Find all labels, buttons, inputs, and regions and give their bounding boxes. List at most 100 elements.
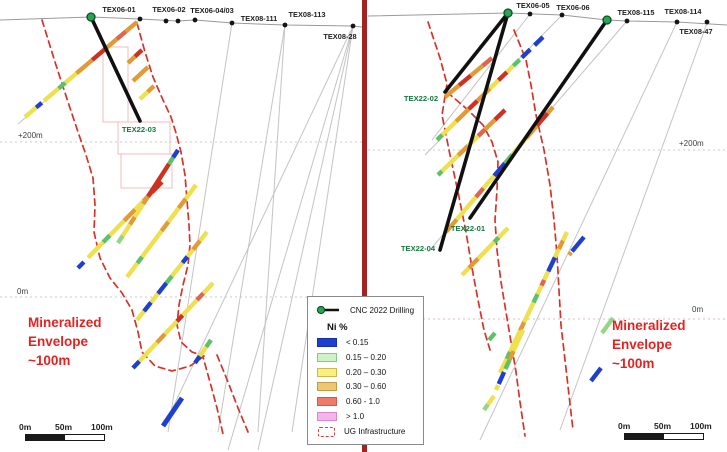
right-assay-interval	[474, 186, 486, 199]
right-collar-label: TEX06-06	[556, 3, 589, 12]
scalebar-label: 100m	[91, 422, 113, 432]
right-mineralized-envelope-outline	[446, 91, 526, 437]
left-assay-interval	[197, 345, 209, 358]
right-assay-interval	[522, 301, 536, 324]
left-assay-interval	[23, 105, 38, 119]
right-cnc-drillhole	[443, 11, 510, 94]
right-collar-dot	[704, 19, 710, 25]
left-assay-interval	[175, 313, 185, 323]
annotation-line: Envelope	[612, 336, 673, 352]
ni-swatch-lt015	[317, 337, 337, 347]
right-assay-interval	[589, 366, 603, 383]
left-elevation-label: 0m	[17, 287, 28, 296]
left-assay-interval	[160, 396, 185, 428]
ni-swatch-015-020	[317, 352, 337, 362]
legend-item-label: 0.60 - 1.0	[346, 397, 380, 407]
right-assay-interval	[435, 133, 444, 142]
left-assay-interval	[108, 219, 126, 237]
legend-ni-header: Ni %	[327, 321, 348, 333]
right-cnc-collar-dot	[602, 15, 612, 25]
scalebar-label: 0m	[19, 422, 32, 432]
left-assay-interval	[141, 195, 150, 206]
right-assay-interval	[496, 70, 509, 82]
right-assay-interval	[539, 278, 547, 287]
ni-swatch-gt10	[317, 412, 337, 422]
left-collar-label: TEX06-02	[152, 5, 185, 14]
right-assay-interval	[493, 384, 501, 391]
right-assay-interval	[454, 107, 471, 124]
legend-ug-label: UG Infrastructure	[344, 427, 406, 437]
right-mineralized-envelope-outline	[427, 21, 491, 351]
annotation-line: Mineralized	[612, 318, 686, 333]
right-assay-interval	[567, 250, 573, 257]
right-assay-interval	[492, 235, 501, 244]
ni-swatch-030-060	[317, 382, 337, 392]
right-assay-interval	[532, 35, 545, 47]
left-collar-dot	[282, 22, 288, 28]
left-assay-interval	[124, 20, 139, 34]
left-assay-interval	[116, 234, 125, 245]
left-assay-interval	[138, 90, 150, 101]
left-assay-interval	[180, 298, 199, 317]
left-assay-interval	[204, 338, 213, 349]
left-drillhole-trace	[291, 25, 354, 433]
left-assay-interval	[76, 260, 86, 270]
right-assay-interval	[504, 350, 513, 360]
left-assay-interval	[164, 274, 174, 285]
left-drillhole-trace	[257, 24, 286, 433]
left-assay-interval	[122, 207, 137, 223]
mineralized-envelope-annotation-left: Mineralized Envelope ~100m	[28, 314, 102, 371]
right-collar-dot	[674, 19, 680, 25]
left-assay-interval	[63, 71, 78, 85]
scalebar-right: 0m 50m 100m	[618, 421, 712, 445]
right-drillhole-trace	[479, 21, 678, 441]
right-assay-interval	[482, 403, 490, 412]
left-assay-interval	[133, 48, 144, 59]
ni-swatch-060-10	[317, 397, 337, 407]
panel-divider	[362, 0, 367, 452]
legend-cnc-label: CNC 2022 Drilling	[350, 305, 415, 315]
right-assay-interval	[600, 316, 615, 335]
left-assay-interval	[42, 86, 61, 103]
left-assay-interval	[75, 58, 94, 75]
left-collar-dot	[192, 17, 198, 23]
right-assay-interval	[493, 108, 507, 122]
right-assay-interval	[503, 359, 512, 370]
left-assay-interval	[101, 233, 112, 244]
right-elevation-label: 0m	[692, 305, 703, 314]
right-cnc-collar-label: TEX22-02	[404, 94, 438, 103]
left-assay-interval	[135, 309, 146, 322]
scalebar-bar	[624, 433, 704, 440]
ug-infrastructure-icon	[318, 426, 335, 437]
right-mineralized-envelope-outline	[513, 29, 574, 431]
left-collar-label: TEX06-01	[102, 5, 135, 14]
left-assay-interval	[176, 197, 188, 210]
right-assay-interval	[443, 83, 461, 99]
legend-item: 0.60 - 1.0	[315, 394, 416, 409]
legend-item-label: 0.30 – 0.60	[346, 382, 387, 392]
right-cnc-drillhole	[468, 18, 609, 220]
scalebar-label: 50m	[55, 422, 73, 432]
left-assay-interval	[183, 183, 198, 201]
left-collar-dot	[229, 20, 235, 26]
right-assay-interval	[440, 153, 460, 173]
left-drillhole-trace	[167, 22, 233, 433]
left-assay-interval	[135, 255, 144, 265]
right-collar-dot	[624, 18, 630, 24]
left-elevation-label: +200m	[18, 131, 43, 140]
annotation-line: Mineralized	[28, 315, 102, 330]
right-assay-interval	[487, 331, 497, 342]
left-mineralized-envelope-outline	[136, 22, 205, 357]
scalebar-left: 0m 50m 100m	[19, 422, 113, 446]
right-assay-interval	[456, 144, 470, 158]
right-assay-interval	[460, 266, 471, 277]
right-assay-interval	[518, 321, 527, 332]
right-assay-interval	[483, 118, 497, 132]
right-assay-interval	[508, 329, 523, 353]
right-assay-interval	[476, 127, 487, 138]
left-assay-interval	[167, 156, 176, 166]
right-cnc-collar-label: TEX22-04	[401, 244, 436, 253]
right-assay-interval	[481, 56, 494, 68]
